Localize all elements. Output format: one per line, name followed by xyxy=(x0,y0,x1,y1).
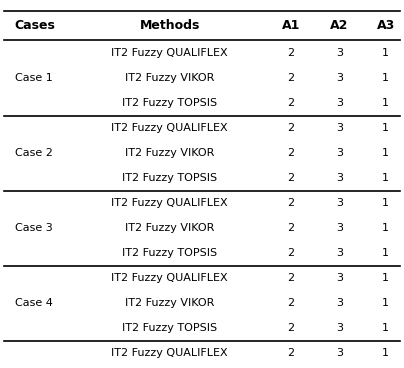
Text: 3: 3 xyxy=(336,323,343,333)
Text: IT2 Fuzzy VIKOR: IT2 Fuzzy VIKOR xyxy=(125,73,215,83)
Text: 1: 1 xyxy=(382,73,389,83)
Text: Case 4: Case 4 xyxy=(15,298,53,308)
Text: 1: 1 xyxy=(382,173,389,183)
Text: 2: 2 xyxy=(287,123,295,133)
Text: Methods: Methods xyxy=(139,19,200,32)
Text: 1: 1 xyxy=(382,198,389,208)
Text: 3: 3 xyxy=(336,298,343,308)
Text: 3: 3 xyxy=(336,48,343,58)
Text: 1: 1 xyxy=(382,323,389,333)
Text: IT2 Fuzzy VIKOR: IT2 Fuzzy VIKOR xyxy=(125,298,215,308)
Text: Cases: Cases xyxy=(14,19,55,32)
Text: IT2 Fuzzy TOPSIS: IT2 Fuzzy TOPSIS xyxy=(122,173,217,183)
Text: 3: 3 xyxy=(336,198,343,208)
Text: 2: 2 xyxy=(287,73,295,83)
Text: 2: 2 xyxy=(287,298,295,308)
Text: 2: 2 xyxy=(287,273,295,283)
Text: A3: A3 xyxy=(377,19,395,32)
Text: 1: 1 xyxy=(382,98,389,108)
Text: 1: 1 xyxy=(382,223,389,233)
Text: A1: A1 xyxy=(282,19,300,32)
Text: 1: 1 xyxy=(382,348,389,358)
Text: 3: 3 xyxy=(336,348,343,358)
Text: 3: 3 xyxy=(336,123,343,133)
Text: IT2 Fuzzy QUALIFLEX: IT2 Fuzzy QUALIFLEX xyxy=(112,348,228,358)
Text: 3: 3 xyxy=(336,173,343,183)
Text: IT2 Fuzzy QUALIFLEX: IT2 Fuzzy QUALIFLEX xyxy=(112,198,228,208)
Text: 1: 1 xyxy=(382,248,389,258)
Text: 2: 2 xyxy=(287,173,295,183)
Text: 2: 2 xyxy=(287,323,295,333)
Text: 2: 2 xyxy=(287,248,295,258)
Text: 1: 1 xyxy=(382,123,389,133)
Text: 1: 1 xyxy=(382,298,389,308)
Text: IT2 Fuzzy TOPSIS: IT2 Fuzzy TOPSIS xyxy=(122,98,217,108)
Text: 3: 3 xyxy=(336,148,343,158)
Text: 2: 2 xyxy=(287,148,295,158)
Text: 1: 1 xyxy=(382,273,389,283)
Text: 3: 3 xyxy=(336,98,343,108)
Text: Case 2: Case 2 xyxy=(15,148,53,158)
Text: IT2 Fuzzy QUALIFLEX: IT2 Fuzzy QUALIFLEX xyxy=(112,48,228,58)
Text: IT2 Fuzzy QUALIFLEX: IT2 Fuzzy QUALIFLEX xyxy=(112,123,228,133)
Text: Case 3: Case 3 xyxy=(15,223,53,233)
Text: 1: 1 xyxy=(382,48,389,58)
Text: Case 1: Case 1 xyxy=(15,73,53,83)
Text: 2: 2 xyxy=(287,223,295,233)
Text: 3: 3 xyxy=(336,223,343,233)
Text: IT2 Fuzzy QUALIFLEX: IT2 Fuzzy QUALIFLEX xyxy=(112,273,228,283)
Text: IT2 Fuzzy VIKOR: IT2 Fuzzy VIKOR xyxy=(125,148,215,158)
Text: 1: 1 xyxy=(382,148,389,158)
Text: 2: 2 xyxy=(287,48,295,58)
Text: 3: 3 xyxy=(336,248,343,258)
Text: 3: 3 xyxy=(336,273,343,283)
Text: IT2 Fuzzy TOPSIS: IT2 Fuzzy TOPSIS xyxy=(122,248,217,258)
Text: 2: 2 xyxy=(287,198,295,208)
Text: IT2 Fuzzy VIKOR: IT2 Fuzzy VIKOR xyxy=(125,223,215,233)
Text: A2: A2 xyxy=(330,19,349,32)
Text: IT2 Fuzzy TOPSIS: IT2 Fuzzy TOPSIS xyxy=(122,323,217,333)
Text: 2: 2 xyxy=(287,348,295,358)
Text: 2: 2 xyxy=(287,98,295,108)
Text: 3: 3 xyxy=(336,73,343,83)
